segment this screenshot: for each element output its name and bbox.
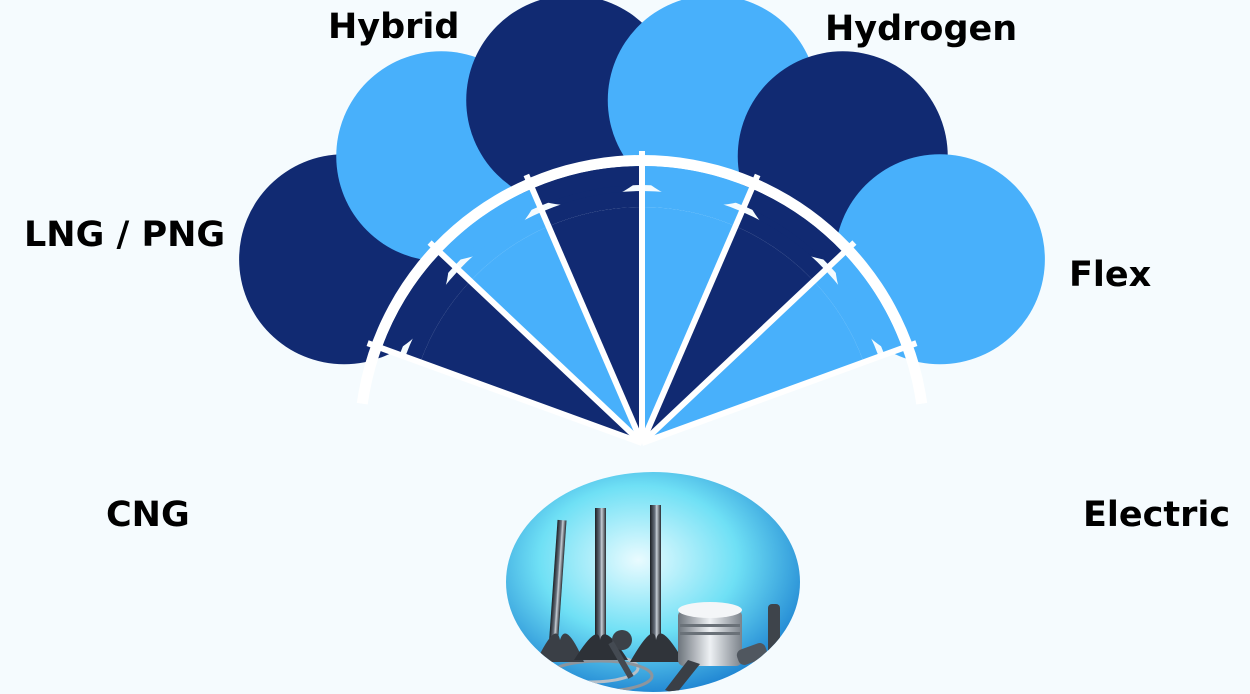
outer-ring-segment-electric [829,252,903,355]
divider-line [640,340,918,446]
inner-ring-segment-hybrid [542,191,642,227]
outer-ring-segment-flex [744,188,844,266]
fuel-label-cng: CNG [106,495,190,535]
wedge-electric [642,281,864,443]
wedge-flex [642,226,814,443]
fuel-label-electric: Electric [1083,495,1231,535]
divider-line [366,340,644,446]
fuel-label-hydrogen: Hydrogen [825,9,1018,49]
fuel-label-flex: Flex [1069,255,1152,295]
outer-ring-segment-lng-png [440,188,540,266]
divider-line [523,173,645,445]
outer-ring-segment-cng [381,252,455,355]
inner-ring-segment-flex [735,211,826,282]
outer-ring-layer [356,155,928,405]
fuel-label-hybrid: Hybrid [328,7,460,47]
inner-ring-segment-lng-png [458,211,549,282]
inner-ring-segment-cng [405,270,471,363]
wedge-cng [420,281,642,443]
inner-ring-layer [405,191,879,363]
outer-ring-segment-hybrid [532,166,642,207]
divider-line [427,240,645,446]
divider-line [639,240,857,446]
wedge-lng-png [470,226,642,443]
inner-ring-segment-hydrogen [642,191,742,227]
engine-parts-photo-icon [506,472,800,692]
fuel-label-lng-png: LNG / PNG [24,215,226,255]
inner-ring-segment-electric [813,270,879,363]
divider-line [639,173,761,445]
outer-ring-segment-hydrogen [642,166,752,207]
dividers-layer [366,151,918,446]
